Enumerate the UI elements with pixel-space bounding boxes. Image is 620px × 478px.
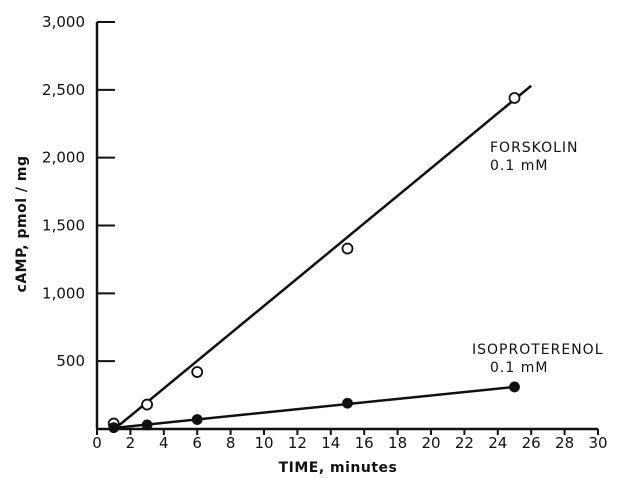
y-tick-label: 500 <box>56 352 85 370</box>
isoproterenol-label: ISOPROTERENOL <box>472 342 604 358</box>
forskolin-point <box>191 366 204 378</box>
forskolin-label: FORSKOLIN <box>490 140 579 156</box>
forskolin-point <box>341 242 354 255</box>
y-tick-label: 3,000 <box>42 13 85 31</box>
fit-lines <box>110 84 532 431</box>
isoproterenol-concentration-label: 0.1 mM <box>490 360 548 376</box>
x-tick-label: 20 <box>421 434 440 452</box>
x-tick-label: 12 <box>288 434 307 452</box>
y-tick-label: 2,500 <box>42 81 85 99</box>
fit-line-forskolin <box>112 84 532 431</box>
y-axis-title: cAMP, pmol / mg <box>14 156 30 293</box>
x-tick-label: 22 <box>455 434 474 452</box>
forskolin-point <box>141 398 154 411</box>
x-tick-label: 16 <box>355 434 374 452</box>
fit-line-isoproterenol <box>110 385 515 430</box>
isoproterenol-point <box>108 422 120 434</box>
x-tick-label: 10 <box>254 434 273 452</box>
x-tick-label: 24 <box>488 434 507 452</box>
forskolin-concentration-label: 0.1 mM <box>490 158 548 174</box>
x-axis-title: TIME, minutes <box>279 460 398 476</box>
x-tick-label: 8 <box>226 434 236 452</box>
data-points <box>107 92 521 434</box>
x-tick-label: 26 <box>522 434 541 452</box>
forskolin-point <box>508 92 521 104</box>
x-tick-label: 14 <box>321 434 340 452</box>
x-tick-label: 4 <box>159 434 169 452</box>
x-tick-label: 30 <box>588 434 607 452</box>
isoproterenol-point <box>509 381 520 393</box>
x-tick-label: 0 <box>92 434 102 452</box>
y-tick-label: 1,000 <box>42 284 85 302</box>
isoproterenol-point <box>191 414 203 425</box>
y-tick-label: 2,000 <box>42 149 85 167</box>
x-tick-label: 2 <box>126 434 136 452</box>
y-tick-label: 1,500 <box>42 217 85 235</box>
x-tick-label: 28 <box>555 434 574 452</box>
isoproterenol-point <box>342 397 353 409</box>
x-ticks: 0 2 4 6 8 10 12 14 16 18 20 22 24 26 28 30 <box>92 429 608 452</box>
y-ticks: 500 1,000 1,500 2,000 2,500 3,000 <box>42 13 115 370</box>
x-tick-label: 6 <box>192 434 202 452</box>
x-tick-label: 18 <box>388 434 407 452</box>
isoproterenol-point <box>141 419 153 431</box>
